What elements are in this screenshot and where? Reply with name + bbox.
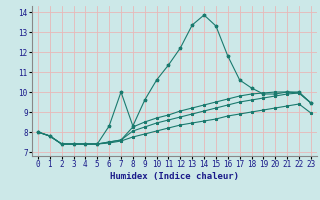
X-axis label: Humidex (Indice chaleur): Humidex (Indice chaleur) [110, 172, 239, 181]
